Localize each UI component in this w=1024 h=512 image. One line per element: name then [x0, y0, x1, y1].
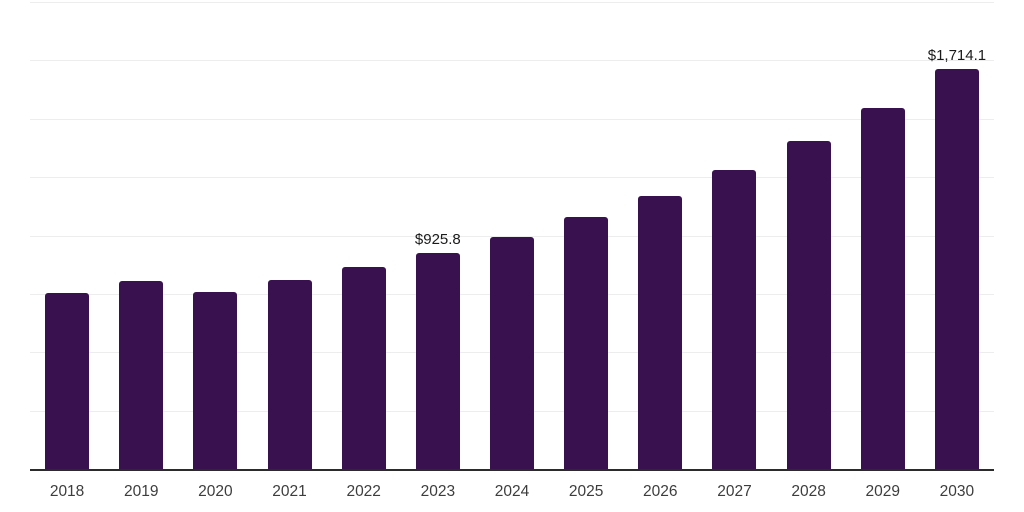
x-tick-2029: 2029	[865, 483, 901, 500]
x-tick-2019: 2019	[123, 483, 159, 500]
x-tick-2024: 2024	[494, 483, 530, 500]
bar-2024	[490, 236, 534, 469]
gridline-2000	[30, 2, 994, 3]
x-tick-2028: 2028	[791, 483, 826, 500]
gridline-1750	[30, 60, 994, 62]
x-axis: 2018 2019 2020 2021 2022 2023 2024 2025 2026 2027…	[30, 484, 994, 504]
x-axis-line	[30, 469, 994, 471]
plot-area: $925.8 $1,714.1	[30, 2, 994, 469]
bar-2021	[267, 279, 312, 469]
bar-2020	[193, 291, 238, 469]
bar-value-label-2030: $1,714.1	[927, 46, 987, 64]
gridline-1500	[30, 118, 994, 120]
bar-value-label-2023: $925.8	[414, 230, 461, 248]
bar-2025	[564, 217, 609, 469]
gridline-1250	[30, 177, 994, 179]
bar-2029	[860, 107, 905, 469]
bar-2026	[638, 195, 683, 469]
x-tick-2027: 2027	[717, 483, 752, 500]
x-tick-2018: 2018	[49, 483, 85, 500]
bar-2027	[712, 170, 757, 469]
bar-2022	[341, 266, 386, 469]
x-tick-2023: 2023	[420, 483, 456, 500]
bar-2018	[45, 293, 90, 469]
bar-2019	[119, 280, 164, 469]
x-tick-2030: 2030	[939, 483, 975, 500]
bar-2030	[934, 68, 979, 469]
x-tick-2025: 2025	[568, 483, 604, 500]
x-tick-2026: 2026	[643, 483, 678, 500]
x-tick-2021: 2021	[272, 483, 307, 500]
x-tick-2020: 2020	[198, 483, 233, 500]
x-tick-2022: 2022	[346, 483, 381, 500]
bar-2028	[786, 141, 831, 469]
bar-2023	[415, 252, 460, 469]
gridline-1000	[30, 235, 994, 237]
